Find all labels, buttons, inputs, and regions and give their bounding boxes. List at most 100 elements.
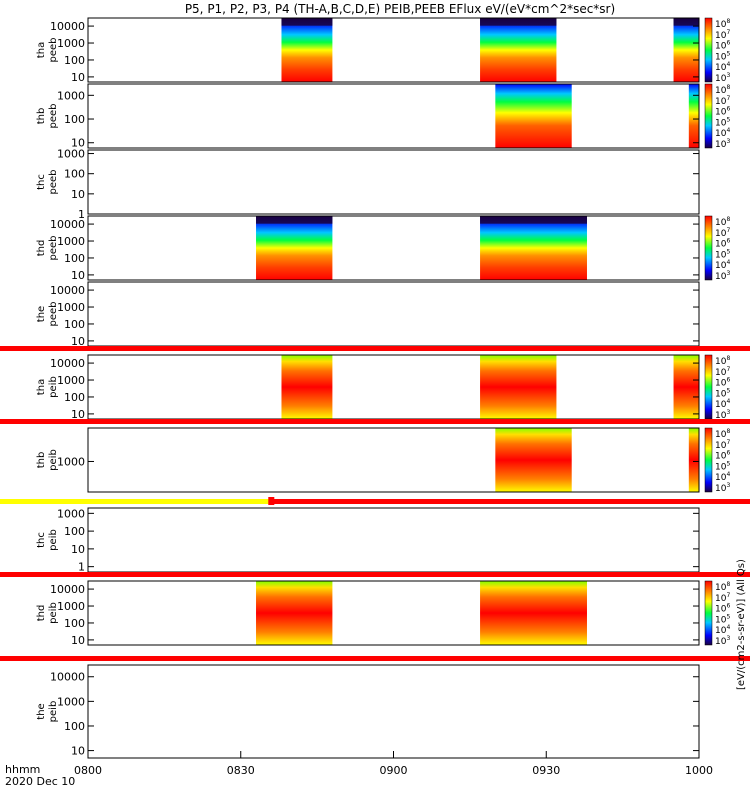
y-tick-label: 100 xyxy=(64,525,85,538)
panel-frame xyxy=(87,354,700,420)
quality-bar-marker xyxy=(268,497,275,505)
panel-frame xyxy=(87,17,700,83)
y-tick-label: 1000 xyxy=(57,455,85,468)
y-tick-label: 100 xyxy=(64,318,85,331)
panel-species-label: peib xyxy=(48,376,59,398)
x-tick-label: 0930 xyxy=(532,764,560,777)
y-tick-label: 100 xyxy=(64,168,85,181)
time-axis: 0800 0830 0900 0930 1000 xyxy=(74,751,713,777)
y-tick-label: 1000 xyxy=(57,600,85,613)
y-tick-label: 10 xyxy=(71,335,85,348)
panel-probe-label: tha xyxy=(36,42,47,58)
spectrogram-block xyxy=(256,581,333,645)
y-tick-label: 1000 xyxy=(57,507,85,520)
spectrogram-cap xyxy=(281,18,333,26)
spectrogram-block xyxy=(688,428,699,492)
panel-frame xyxy=(87,215,700,281)
panel-species-label: peeb xyxy=(48,236,59,261)
y-tick-label: 100 xyxy=(64,617,85,630)
spectrogram-cap xyxy=(480,216,587,224)
y-tick-label: 1000 xyxy=(57,37,85,50)
y-tick-label: 10 xyxy=(71,408,85,421)
colorbar xyxy=(704,354,713,420)
spectrogram-block xyxy=(281,355,333,419)
panel-species-label: peib xyxy=(48,602,59,624)
y-tick-label: 10000 xyxy=(50,284,85,297)
panel-species-label: peib xyxy=(48,449,59,471)
x-tick-label: 0900 xyxy=(380,764,408,777)
y-tick-label: 1000 xyxy=(57,89,85,102)
panel-species-label: peib xyxy=(48,701,59,723)
figure-title: P5, P1, P2, P3, P4 (TH-A,B,C,D,E) PEIB,P… xyxy=(185,2,615,16)
quality-bar-yellow xyxy=(0,499,272,504)
spectrogram-block xyxy=(673,355,699,419)
panel-probe-label: the xyxy=(36,703,47,719)
panel-probe-label: thd xyxy=(36,240,47,257)
y-tick-label: 1000 xyxy=(57,148,85,161)
colorbar-label: [eV/(cm2-s-sr-eV)] (All Qs) xyxy=(736,559,747,690)
colorbar-tick-label: 103 xyxy=(715,270,730,282)
y-tick-label: 1000 xyxy=(57,301,85,314)
y-tick-label: 1 xyxy=(78,208,85,221)
quality-bar-red xyxy=(0,419,750,424)
colorbar-tick-label: 105 xyxy=(715,116,730,128)
y-tick-label: 1000 xyxy=(57,695,85,708)
spectrogram-block xyxy=(480,581,587,645)
x-tick-label: 1000 xyxy=(685,764,713,777)
colorbar-tick-label: 103 xyxy=(715,482,730,494)
y-tick-label: 1000 xyxy=(57,235,85,248)
y-tick-label: 100 xyxy=(64,252,85,265)
panel-probe-label: thc xyxy=(36,532,47,548)
panel-frame xyxy=(87,149,700,215)
spectrogram-block xyxy=(495,84,572,148)
y-tick-label: 10000 xyxy=(50,671,85,684)
spectrogram-block xyxy=(480,18,557,82)
quality-bar-red xyxy=(0,572,750,577)
panel-frame xyxy=(87,664,700,759)
spectrogram-block xyxy=(281,18,333,82)
panel-probe-label: thc xyxy=(36,174,47,190)
y-tick-label: 100 xyxy=(64,113,85,126)
colorbar xyxy=(704,580,713,646)
panel-probe-label: tha xyxy=(36,379,47,395)
y-tick-label: 10 xyxy=(71,269,85,282)
y-tick-label: 100 xyxy=(64,54,85,67)
y-tick-label: 10 xyxy=(71,188,85,201)
panel-frame xyxy=(87,427,700,493)
y-tick-label: 100 xyxy=(64,391,85,404)
panel-species-label: peeb xyxy=(48,170,59,195)
panel-species-label: peeb xyxy=(48,38,59,63)
y-tick-label: 10000 xyxy=(50,218,85,231)
panel-probe-label: thb xyxy=(36,452,47,469)
spectrogram-block xyxy=(256,216,333,280)
colorbar-tick-label: 103 xyxy=(715,635,730,647)
colorbar-tick-label: 103 xyxy=(715,138,730,150)
y-tick-label: 10000 xyxy=(50,20,85,33)
y-tick-label: 1000 xyxy=(57,374,85,387)
y-tick-label: 10 xyxy=(71,71,85,84)
date-label: 2020 Dec 10 xyxy=(5,775,75,788)
quality-bar-red xyxy=(0,656,750,661)
time-axis-label: hhmm xyxy=(5,763,40,776)
panel-thc-peeb: 1 10 100 1000 thc peeb xyxy=(36,148,700,221)
quality-bar-red xyxy=(271,499,750,504)
spectrogram-cap xyxy=(256,216,333,224)
spectrogram-cap xyxy=(673,18,699,26)
panel-thc-peib: 1 10 100 1000 thc peib xyxy=(0,497,750,574)
panel-species-label: peib xyxy=(48,529,59,551)
colorbar xyxy=(704,17,713,83)
spectrogram-block xyxy=(688,84,699,148)
y-tick-label: 100 xyxy=(64,720,85,733)
panel-frame xyxy=(87,507,700,573)
panel-frame xyxy=(87,580,700,646)
colorbar xyxy=(704,83,713,149)
panel-frame xyxy=(87,83,700,149)
panel-probe-label: thb xyxy=(36,108,47,125)
spectrogram-block xyxy=(480,216,587,280)
